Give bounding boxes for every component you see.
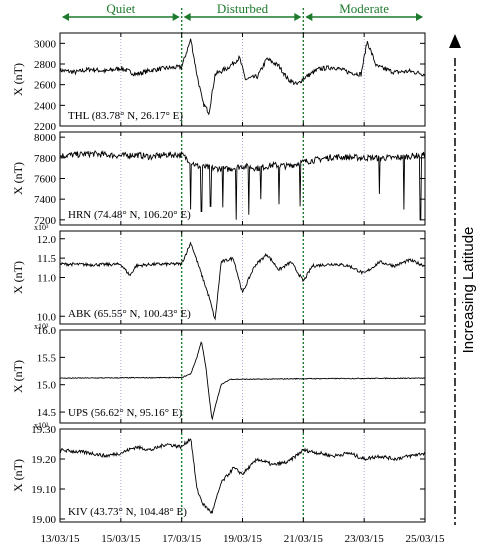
trace-2 <box>59 241 426 321</box>
ylabel-3: X (nT) <box>11 360 25 393</box>
xtick-label-1: 15/03/15 <box>101 533 141 545</box>
ytick-label-3-2: 15.0 <box>37 380 57 392</box>
ytick-label-0-4: 2200 <box>34 121 57 133</box>
ytick-label-2-0: 12.0 <box>37 234 57 246</box>
ytick-label-1-0: 8000 <box>34 132 57 144</box>
xtick-label-3: 19/03/15 <box>223 533 263 545</box>
latitude-indicator: Increasing Latitude <box>449 34 477 525</box>
ytick-label-3-1: 15.5 <box>37 352 57 364</box>
station-label-1: HRN (74.48° N, 106.20° E) <box>68 209 191 221</box>
station-label-0: THL (83.78° N, 26.17° E) <box>68 110 183 122</box>
ytick-label-3-3: 14.5 <box>37 407 57 419</box>
ytick-label-4-1: 19.20 <box>31 454 56 466</box>
phase-arrowhead-right-1 <box>294 13 302 21</box>
trace-0 <box>59 38 426 116</box>
ytick-label-4-0: 19.30 <box>31 424 56 436</box>
trace-4 <box>59 437 426 515</box>
panel-1: 8000 7800 7600 7400 7200 X (nT) HRN (74.48° N,… <box>11 131 426 227</box>
x-axis-labels: 13/03/15 15/03/15 17/03/15 19/03/15 21/03/15… <box>40 533 445 545</box>
ytick-label-0-2: 2600 <box>34 80 57 92</box>
phase-header: Quiet Disturbed Moderate <box>62 1 423 21</box>
phase-arrowhead-left-1 <box>183 13 191 21</box>
ylabel-4: X (nT) <box>11 459 25 492</box>
exponent-label-2: x10³ <box>34 223 49 232</box>
station-label-3: UPS (56.62° N, 95.16° E) <box>68 407 183 419</box>
ylabel-0: X (nT) <box>11 63 25 96</box>
station-panels: 3000 2800 2600 2400 2200 X (nT) THL (83.78° N,… <box>11 8 426 526</box>
phase-label-2: Moderate <box>339 1 389 16</box>
panel-3: 16.0 15.5 15.0 14.5 x10³ X (nT) UPS (56.62° N,… <box>11 322 426 424</box>
xtick-label-5: 23/03/15 <box>345 533 385 545</box>
ytick-label-4-2: 19.10 <box>31 484 56 496</box>
xtick-label-0: 13/03/15 <box>40 533 80 545</box>
ytick-label-0-0: 3000 <box>34 38 57 50</box>
ytick-label-2-2: 11.0 <box>37 273 56 285</box>
phase-arrowhead-right-2 <box>416 13 423 21</box>
phase-label-1: Disturbed <box>217 1 269 16</box>
exponent-label-3: x10³ <box>34 322 49 331</box>
xtick-label-6: 25/03/15 <box>405 533 445 545</box>
ytick-label-1-3: 7400 <box>34 194 57 206</box>
ylabel-2: X (nT) <box>11 261 25 294</box>
ylabel-1: X (nT) <box>11 162 25 195</box>
station-label-4: KIV (43.73° N, 104.48° E) <box>68 506 187 518</box>
latitude-arrow-head <box>449 34 461 48</box>
ytick-label-2-3: 10.0 <box>37 311 57 323</box>
ytick-label-1-2: 7600 <box>34 174 57 186</box>
xtick-label-2: 17/03/15 <box>162 533 202 545</box>
ytick-label-2-1: 11.5 <box>37 253 56 265</box>
trace-3 <box>59 341 426 421</box>
ytick-label-3-0: 16.0 <box>37 325 57 337</box>
ytick-label-1-1: 7800 <box>34 153 57 165</box>
xtick-label-4: 21/03/15 <box>284 533 324 545</box>
phase-arrowhead-left-2 <box>305 13 313 21</box>
latitude-label: Increasing Latitude <box>460 227 477 354</box>
ytick-label-4-3: 19.00 <box>31 514 56 526</box>
panel-0: 3000 2800 2600 2400 2200 X (nT) THL (83.78° N,… <box>11 8 426 133</box>
phase-arrowhead-right-0 <box>172 13 180 21</box>
phase-label-0: Quiet <box>106 1 135 16</box>
ytick-label-0-1: 2800 <box>34 59 57 71</box>
exponent-label-4: x10³ <box>34 421 49 430</box>
ytick-label-1-4: 7200 <box>34 215 57 227</box>
phase-arrowhead-left-0 <box>62 13 69 21</box>
panel-4: 19.30 19.20 19.10 19.00 x10³ X (nT) KIV (43.73… <box>11 421 426 526</box>
panel-2: 12.0 11.5 11.0 10.0 x10³ X (nT) ABK (65.55° N,… <box>11 223 426 325</box>
trace-1 <box>59 149 426 221</box>
ytick-label-0-3: 2400 <box>34 100 57 112</box>
station-label-2: ABK (65.55° N, 100.43° E) <box>68 308 191 320</box>
